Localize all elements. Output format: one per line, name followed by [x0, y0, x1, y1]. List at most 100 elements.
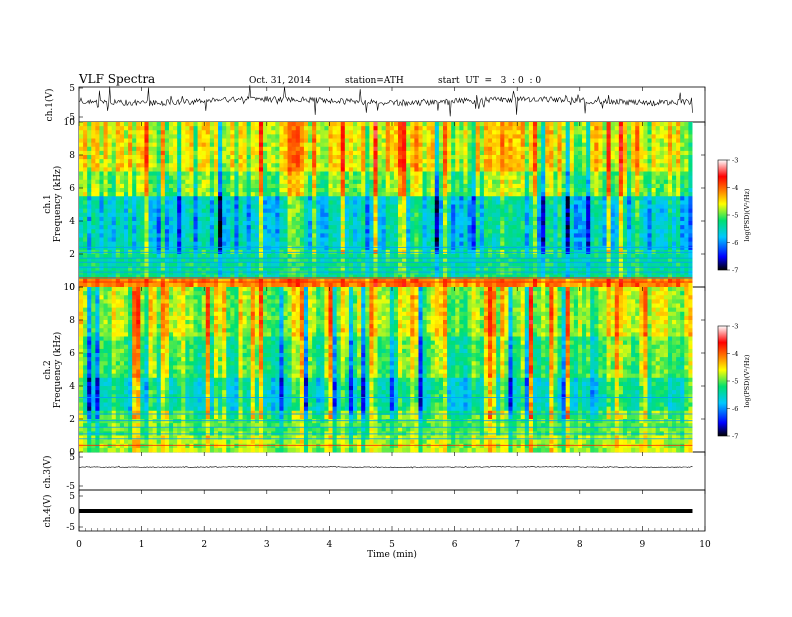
ch1-spectrogram-cell	[504, 208, 509, 214]
ch1-spectrogram-cell	[561, 258, 567, 263]
ch1-spectrogram-cell	[299, 196, 305, 201]
ch1-spectrogram-cell	[520, 258, 526, 263]
ch1-spectrogram-cell	[328, 233, 333, 238]
ch1-spectrogram-cell	[222, 282, 227, 288]
ch1-spectrogram-cell	[128, 274, 133, 280]
ch1-spectrogram-cell	[569, 221, 575, 226]
ch1-spectrogram-cell	[438, 155, 444, 160]
ch1-spectrogram-cell	[524, 138, 530, 144]
ch1-spectrogram-cell	[164, 150, 170, 156]
ch1-spectrogram-cell	[136, 245, 141, 251]
ch1-spectrogram-cell	[414, 282, 419, 288]
ch1-spectrogram-cell	[209, 274, 215, 280]
ch1-spectrogram-cell	[520, 138, 526, 144]
ch1-spectrogram-cell	[524, 196, 530, 201]
ch1-spectrogram-cell	[250, 183, 256, 189]
ch1-spectrogram-cell	[226, 225, 231, 230]
ch1-spectrogram-cell	[111, 208, 117, 214]
ch1-spectrogram-cell	[205, 130, 211, 135]
ch1-spectrogram-cell	[226, 122, 231, 127]
ch1-spectrogram-cell	[569, 225, 575, 230]
ch1-spectrogram-cell	[197, 241, 203, 247]
ch1-spectrogram-cell	[291, 278, 297, 284]
ch1-spectrogram-cell	[422, 245, 428, 251]
ch1-spectrogram-cell	[324, 278, 329, 284]
ch1-spectrogram-cell	[299, 262, 305, 267]
ch1-spectrogram-cell	[91, 188, 96, 193]
ch1-spectrogram-cell	[373, 278, 378, 284]
ch1-spectrogram-cell	[148, 200, 154, 205]
ch1-spectrogram-cell	[348, 171, 354, 177]
ch1-spectrogram-cell	[312, 241, 317, 247]
ch1-spectrogram-cell	[528, 262, 534, 267]
ch1-spectrogram-cell	[218, 142, 223, 148]
ch1-spectrogram-cell	[561, 216, 567, 222]
ch1-spectrogram-cell	[91, 258, 96, 263]
ch1-spectrogram-cell	[103, 270, 109, 276]
ch1-spectrogram-cell	[185, 138, 190, 144]
ch1-spectrogram-cell	[463, 274, 468, 280]
ch1-spectrogram-cell	[549, 167, 554, 172]
ch1-spectrogram-cell	[537, 208, 542, 214]
ch1-spectrogram-cell	[177, 167, 182, 172]
ch1-spectrogram-cell	[467, 241, 473, 247]
ch1-spectrogram-cell	[279, 266, 284, 271]
ch1-spectrogram-cell	[250, 204, 256, 210]
ch1-spectrogram-cell	[320, 237, 325, 243]
ch1-spectrogram-cell	[336, 266, 342, 271]
ch1-spectrogram-cell	[393, 204, 399, 210]
ch1-spectrogram-cell	[181, 212, 186, 218]
ch1-spectrogram-cell	[361, 192, 366, 197]
ch1-spectrogram-cell	[115, 163, 121, 168]
ch1-spectrogram-cell	[410, 208, 415, 214]
ch1-spectrogram-cell	[422, 278, 428, 284]
ch1-spectrogram-cell	[99, 142, 104, 148]
ch1-spectrogram-cell	[115, 192, 121, 197]
ch1-spectrogram-cell	[103, 278, 109, 284]
ch1-spectrogram-cell	[430, 208, 436, 214]
ch1-spectrogram-cell	[144, 175, 149, 181]
ch1-spectrogram-cell	[479, 159, 485, 164]
ch1-spectrogram-cell	[111, 241, 117, 247]
ch1-spectrogram-cell	[348, 237, 354, 243]
ch1-spectrogram-cell	[103, 196, 109, 201]
ch1-spectrogram-cell	[475, 208, 481, 214]
ch1-spectrogram-cell	[119, 221, 125, 226]
ch1-spectrogram-cell	[434, 270, 440, 276]
ch1-spectrogram-cell	[279, 134, 284, 139]
ch1-spectrogram-cell	[213, 163, 219, 168]
ch1-spectrogram-cell	[308, 266, 313, 271]
ch1-spectrogram-cell	[577, 254, 583, 259]
ch1-spectrogram-cell	[177, 179, 182, 185]
ch1-spectrogram-cell	[434, 142, 440, 148]
ch1-spectrogram-cell	[336, 142, 342, 148]
ch1-spectrogram-cell	[222, 146, 227, 152]
ch1-spectrogram-cell	[209, 155, 215, 160]
ch1-spectrogram-cell	[336, 258, 342, 263]
ch1-spectrogram-cell	[344, 237, 350, 243]
ch1-spectrogram-cell	[496, 179, 501, 185]
ch1-spectrogram-cell	[500, 138, 505, 144]
ch1-spectrogram-cell	[299, 179, 305, 185]
ch1-spectrogram-cell	[373, 167, 378, 172]
ch1-spectrogram-cell	[287, 188, 293, 193]
ch1-spectrogram-cell	[250, 221, 256, 226]
ch1-spectrogram-cell	[553, 138, 558, 144]
ch1-spectrogram-cell	[111, 150, 117, 156]
ch1-spectrogram-cell	[254, 216, 260, 222]
ch1-spectrogram-cell	[369, 159, 374, 164]
ch1-spectrogram-cell	[549, 179, 554, 185]
ch1-spectrogram-cell	[369, 150, 374, 156]
ch1-spectrogram-cell	[87, 274, 92, 280]
ch1-spectrogram-cell	[582, 192, 587, 197]
ch1-spectrogram-cell	[258, 208, 264, 214]
ch1-spectrogram-cell	[524, 163, 530, 168]
ch1-spectrogram-cell	[455, 278, 460, 284]
ch1-spectrogram-cell	[512, 171, 518, 177]
ch1-spectrogram-cell	[164, 208, 170, 214]
ch1-spectrogram-cell	[520, 188, 526, 193]
ch1-spectrogram-cell	[123, 163, 129, 168]
ch1-spectrogram-cell	[295, 204, 301, 210]
ch1-spectrogram-cell	[279, 167, 284, 172]
ch1-spectrogram-cell	[168, 204, 174, 210]
